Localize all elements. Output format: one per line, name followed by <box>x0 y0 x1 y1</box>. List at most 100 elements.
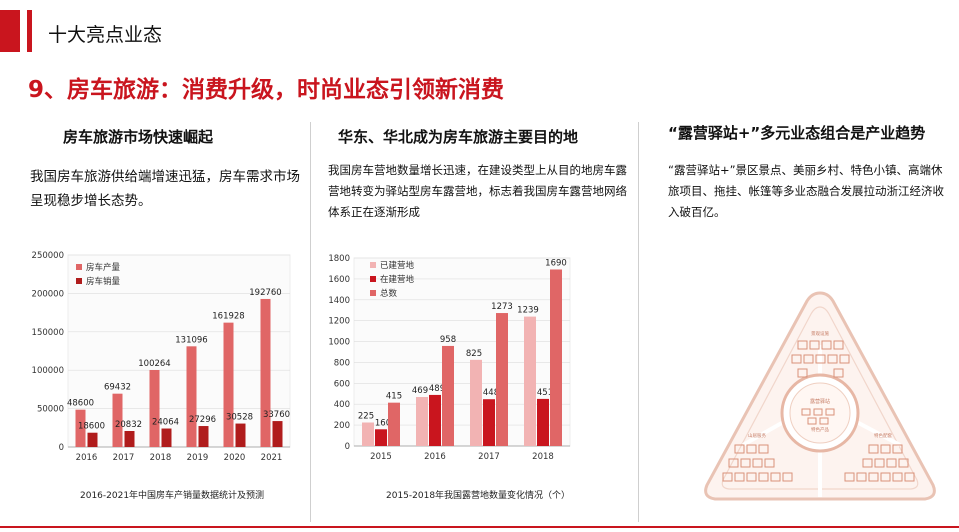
data-label: 469 <box>412 386 428 396</box>
bar <box>272 421 283 447</box>
x-tick-label: 2016 <box>424 452 446 462</box>
y-tick-label: 150000 <box>32 328 64 338</box>
bar <box>112 393 123 447</box>
legend-label: 总数 <box>380 288 398 299</box>
column-2-heading: 华东、华北成为房车旅游主要目的地 <box>338 128 579 146</box>
x-tick-label: 2021 <box>261 453 283 463</box>
chart-1-caption: 2016-2021年中国房车产销量数据统计及预测 <box>80 491 265 501</box>
camping-station-diagram: 露营驿站 特色产品 景观设施 山居服务 特色配套 <box>704 291 936 501</box>
data-label: 448 <box>483 388 499 398</box>
x-tick-label: 2019 <box>187 453 209 463</box>
bar <box>483 399 495 446</box>
data-label: 825 <box>466 349 482 359</box>
data-label: 489 <box>429 384 445 394</box>
svg-text:特色产品: 特色产品 <box>811 426 829 433</box>
x-tick-label: 2016 <box>76 453 98 463</box>
bar <box>375 429 387 446</box>
production-sales-chart: 0 50000 100000 150000 200000 250000 2016 48600 1… <box>32 251 291 463</box>
data-label: 161928 <box>212 312 244 322</box>
y-tick-label: 250000 <box>32 251 64 261</box>
data-label: 160 <box>375 418 391 428</box>
y-tick-label: 50000 <box>37 405 64 415</box>
column-divider <box>638 122 639 522</box>
x-tick-label: 2015 <box>370 452 392 462</box>
svg-text:露营驿站: 露营驿站 <box>810 398 830 405</box>
legend-swatch <box>370 276 376 282</box>
data-label: 33760 <box>263 410 290 420</box>
bar <box>524 316 536 446</box>
y-tick-label: 200 <box>334 421 350 431</box>
y-tick-label: 100000 <box>32 366 64 376</box>
data-label: 48600 <box>67 399 94 409</box>
y-tick-label: 0 <box>345 442 350 452</box>
y-tick-label: 600 <box>334 379 350 389</box>
bar <box>198 426 209 447</box>
bar <box>496 313 508 446</box>
data-label: 69432 <box>104 383 131 393</box>
x-tick-label: 2020 <box>224 453 246 463</box>
bar <box>362 422 374 446</box>
bar <box>161 428 172 447</box>
column-3-heading: “露营驿站+”多元业态组合是产业趋势 <box>668 124 926 142</box>
svg-text:特色配套: 特色配套 <box>874 432 892 439</box>
bar <box>470 359 482 446</box>
data-label: 1239 <box>517 306 539 316</box>
data-label: 27296 <box>189 415 216 425</box>
y-tick-label: 800 <box>334 358 350 368</box>
legend-label: 房车产量 <box>86 262 121 273</box>
header-accent-bar <box>0 10 20 52</box>
x-tick-label: 2018 <box>532 452 554 462</box>
bar <box>223 322 234 447</box>
legend-swatch <box>370 290 376 296</box>
legend-label: 在建营地 <box>380 274 415 285</box>
data-label: 20832 <box>115 420 142 430</box>
bar <box>537 398 549 446</box>
bar <box>416 397 428 446</box>
y-tick-label: 1000 <box>328 338 350 348</box>
data-label: 192760 <box>249 288 281 298</box>
legend-label: 房车销量 <box>86 276 121 287</box>
column-1-heading: 房车旅游市场快速崛起 <box>63 128 214 146</box>
column-divider <box>310 122 311 522</box>
footer-accent-line <box>0 526 959 528</box>
data-label: 100264 <box>138 359 170 369</box>
bar <box>149 369 160 447</box>
legend-label: 已建营地 <box>380 260 415 271</box>
bar <box>186 346 197 447</box>
data-label: 131096 <box>175 335 207 345</box>
bar <box>87 432 98 447</box>
column-3-text: “露营驿站+”景区景点、美丽乡村、特色小镇、高端休旅项目、拖挂、帐篷等多业态融合… <box>668 163 944 219</box>
data-label: 958 <box>440 335 456 345</box>
header-accent-bar-thin <box>27 10 32 52</box>
data-label: 1690 <box>545 258 567 268</box>
bar <box>550 269 562 446</box>
y-tick-label: 1200 <box>328 317 350 327</box>
bar <box>388 402 400 446</box>
y-tick-label: 1400 <box>328 296 350 306</box>
data-label: 451 <box>537 388 553 398</box>
campsite-count-chart: 0 200 400 600 800 1000 1200 1400 1600 1800 2015 225… <box>328 254 571 462</box>
x-tick-label: 2018 <box>150 453 172 463</box>
y-tick-label: 0 <box>59 443 64 453</box>
section-title: 十大亮点业态 <box>48 24 163 46</box>
chart-2-caption: 2015-2018年我国露营地数量变化情况（个） <box>386 491 571 501</box>
y-tick-label: 1600 <box>328 275 350 285</box>
bar <box>75 409 86 447</box>
column-1-text: 我国房车旅游供给端增速迅猛，房车需求市场呈现稳步增长态势。 <box>30 169 300 209</box>
y-tick-label: 1800 <box>328 254 350 264</box>
svg-text:景观设施: 景观设施 <box>811 330 829 337</box>
bar <box>429 394 441 446</box>
svg-text:山居服务: 山居服务 <box>748 432 766 439</box>
x-tick-label: 2017 <box>478 452 500 462</box>
legend-swatch <box>76 278 82 284</box>
bar <box>124 431 135 447</box>
y-tick-label: 400 <box>334 400 350 410</box>
x-tick-label: 2017 <box>113 453 135 463</box>
page-title: 9、房车旅游：消费升级，时尚业态引领新消费 <box>28 77 505 103</box>
plot-area <box>67 254 291 448</box>
data-label: 30528 <box>226 413 253 423</box>
column-2-text: 我国房车营地数量增长迅速，在建设类型上从目的地房车露营地转变为驿站型房车露营地，… <box>328 163 627 219</box>
data-label: 18600 <box>78 422 105 432</box>
legend-swatch <box>370 262 376 268</box>
bar <box>442 345 454 446</box>
